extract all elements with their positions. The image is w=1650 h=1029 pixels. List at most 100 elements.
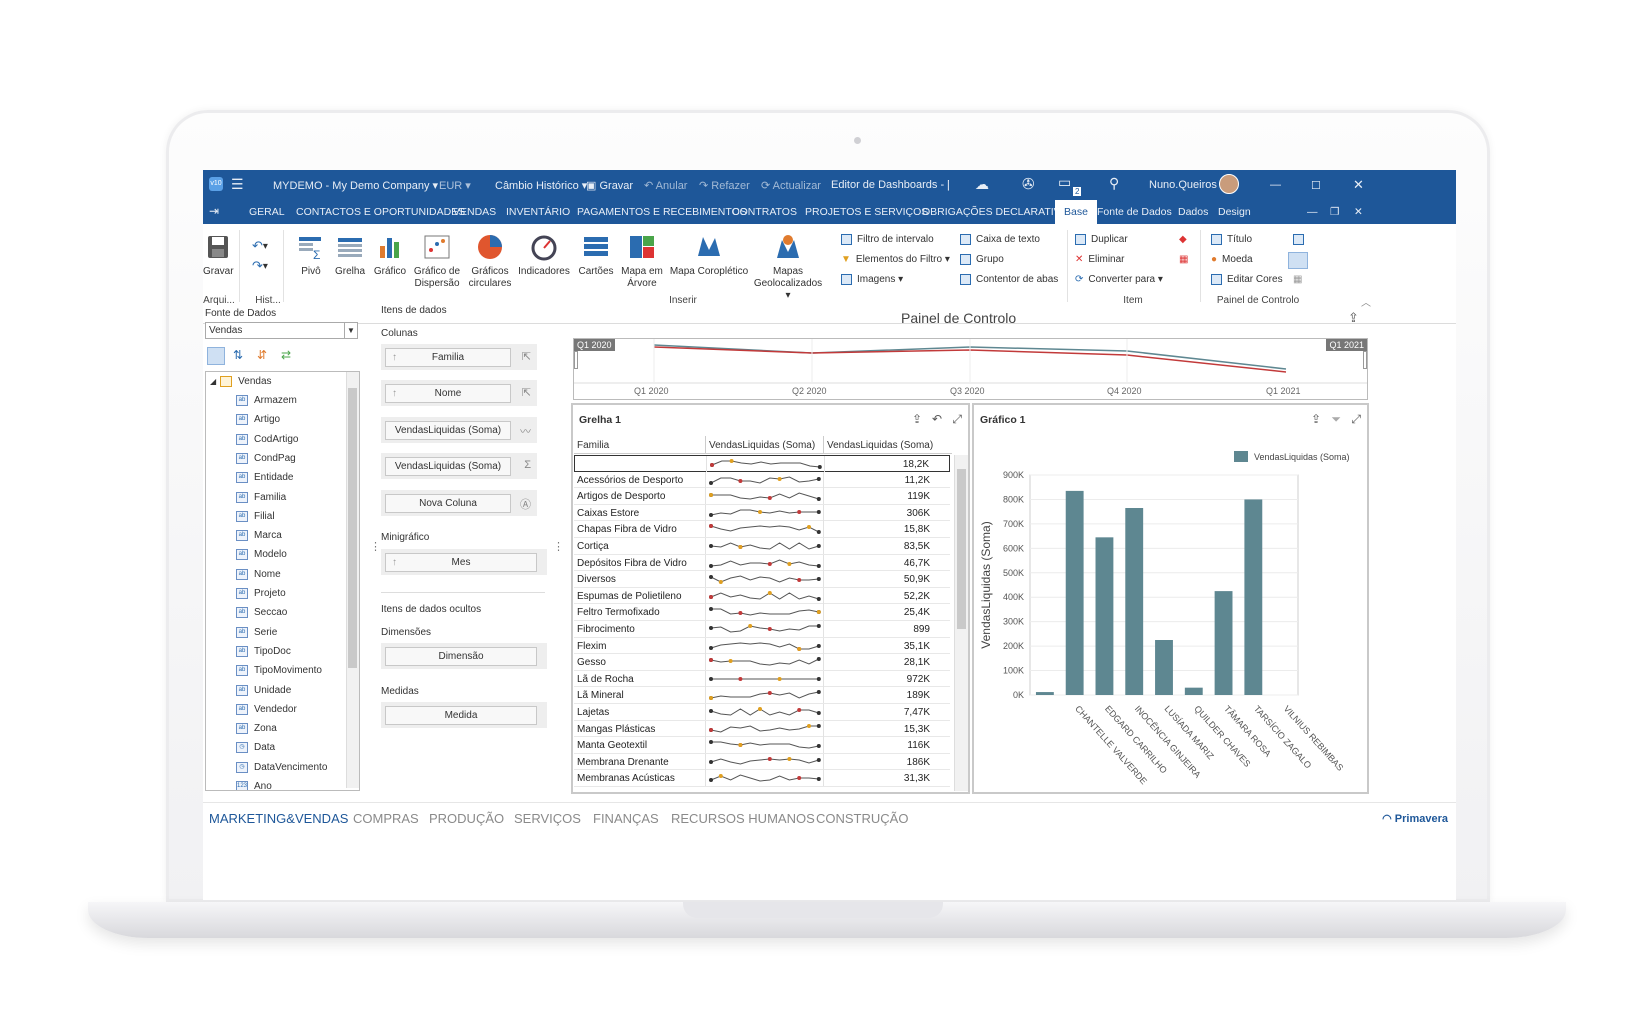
grid-scroll-thumb[interactable] (957, 469, 966, 629)
tree-field[interactable]: ab CodArtigo (236, 433, 298, 445)
module-producao[interactable]: PRODUÇÃO (429, 811, 505, 826)
table-row[interactable]: Acessórios de Desporto 11,2K (574, 471, 950, 489)
images-button[interactable]: Imagens ▾ (841, 274, 903, 285)
range-right-handle[interactable] (1363, 351, 1367, 369)
data-source-combo[interactable]: Vendas ▼ (205, 322, 358, 339)
module-marketing[interactable]: MARKETING&VENDAS (209, 811, 349, 826)
grid-header[interactable]: VendasLiquidas (Soma) (709, 440, 816, 451)
tab-design[interactable]: Design (1218, 206, 1251, 218)
export-icon[interactable]: ⇪ (1348, 310, 1359, 325)
module-financas[interactable]: FINANÇAS (593, 811, 659, 826)
tab-geral[interactable]: GERAL (249, 206, 285, 218)
tree-field[interactable]: ab Entidade (236, 472, 293, 484)
table-row[interactable]: Gesso 28,1K (574, 654, 950, 671)
ribbon-minimize-icon[interactable]: — (1307, 206, 1318, 218)
avatar[interactable] (1219, 174, 1239, 194)
minimize-icon[interactable]: — (1270, 179, 1281, 191)
duplicate-button[interactable]: Duplicar (1075, 234, 1128, 245)
chevron-down-icon[interactable]: ▼ (344, 323, 357, 338)
chart-export-icon[interactable]: ⇪ (1310, 412, 1321, 426)
tree-field[interactable]: ab Vendedor (236, 703, 297, 715)
search-icon[interactable]: ⚲ (1109, 175, 1120, 191)
tab-container-button[interactable]: Contentor de abas (960, 274, 1058, 285)
ribbon-close-icon[interactable]: ✕ (1354, 206, 1363, 218)
tree-field[interactable]: ab TipoMovimento (236, 665, 322, 677)
dashboard-grid-icon[interactable]: ▦ (1293, 274, 1303, 285)
expand-icon[interactable]: ◢ (210, 377, 217, 386)
tab-inventario[interactable]: INVENTÁRIO (506, 206, 571, 218)
group-button[interactable]: Grupo (960, 254, 1004, 265)
splitter-handle-icon[interactable]: ⋮ (370, 541, 381, 553)
tree-field[interactable]: ab TipoDoc (236, 645, 291, 657)
title-button[interactable]: Título (1211, 234, 1252, 245)
table-row[interactable]: Manta Geotextil 116K (574, 737, 950, 754)
tree-scroll-thumb[interactable] (348, 388, 357, 668)
sort-asc-icon[interactable]: ⇅ (233, 348, 244, 362)
sum-icon[interactable]: Σ (524, 459, 531, 471)
tree-field[interactable]: ab Zona (236, 723, 277, 735)
currency-selector[interactable]: EUR ▾ (439, 180, 471, 192)
tree-field[interactable]: ab Unidade (236, 684, 291, 696)
gauge-button[interactable]: Indicadores (518, 232, 570, 278)
tab-pagamentos[interactable]: PAGAMENTOS E RECEBIMENTOS (577, 206, 747, 218)
table-row[interactable]: Lã de Rocha 972K (574, 670, 950, 688)
tab-projetos[interactable]: PROJETOS E SERVIÇOS (805, 206, 929, 218)
dashboard-layout-icon[interactable] (1288, 252, 1308, 269)
filter-elements-button[interactable]: ▼ Elementos do Filtro ▾ (841, 254, 950, 265)
eraser-icon[interactable]: ◆ (1179, 234, 1187, 245)
sort-desc-icon[interactable]: ⇵ (257, 348, 268, 362)
currency-button[interactable]: ● Moeda (1211, 254, 1253, 265)
grid-export-icon[interactable]: ⇪ (911, 412, 922, 426)
range-filter[interactable]: Q1 2020 Q1 2021 Q1 2020 Q2 2020 Q3 2020 … (573, 338, 1368, 400)
table-row[interactable]: Diversos 50,9K (574, 571, 950, 588)
column-type-icon[interactable]: ⇱ (521, 387, 531, 399)
dimension-placeholder[interactable]: Dimensão (385, 647, 537, 666)
column-familia[interactable]: ↑ Familia (385, 348, 511, 367)
grid-button[interactable]: Grelha (333, 232, 367, 278)
backstage-icon[interactable]: ⇥ (209, 204, 220, 218)
tab-fonte-dados[interactable]: Fonte de Dados (1097, 206, 1172, 218)
delete-button[interactable]: ✕ Eliminar (1075, 254, 1125, 265)
tree-scrollbar[interactable] (346, 372, 359, 788)
tree-field[interactable]: ab Modelo (236, 549, 287, 561)
chart-filter-icon[interactable]: ⏷ (1331, 412, 1341, 426)
rate-selector[interactable]: Câmbio Histórico ▾ (495, 180, 588, 192)
table-row[interactable]: Lajetas 7,47K (574, 704, 950, 721)
module-construcao[interactable]: CONSTRUÇÃO (816, 811, 909, 826)
column-vendas-spark[interactable]: VendasLiquidas (Soma) (385, 421, 511, 440)
grid-reset-icon[interactable]: ↶ (931, 412, 942, 426)
ribbon-restore-icon[interactable]: ❐ (1330, 206, 1340, 218)
undo-button[interactable]: ↶ Anular (644, 179, 687, 192)
chart-button[interactable]: Gráfico (373, 232, 407, 278)
grid-header[interactable]: VendasLiquidas (Soma) (827, 440, 934, 451)
table-row[interactable]: Chapas Fibra de Vidro 15,8K (574, 521, 950, 538)
tab-vendas[interactable]: VENDAS (453, 206, 497, 218)
tab-contactos[interactable]: CONTACTOS E OPORTUNIDADES (296, 206, 466, 218)
tab-obrigacoes[interactable]: OBRIGAÇÕES DECLARATIVAS (922, 206, 1074, 218)
network-icon[interactable]: ✇ (1022, 176, 1035, 193)
ribbon-undo-button[interactable]: ↶ ▾ (252, 238, 268, 253)
pivot-button[interactable]: Σ Pivô (293, 232, 329, 278)
close-icon[interactable]: ✕ (1353, 177, 1364, 192)
measure-placeholder[interactable]: Medida (385, 706, 537, 725)
tree-field[interactable]: ab Projeto (236, 588, 286, 599)
tab-contratos[interactable]: CONTRATOS (732, 206, 797, 218)
chart-maximize-icon[interactable]: ⤢ (1351, 412, 1361, 426)
sparkline-mes[interactable]: ↑ Mes (385, 553, 537, 572)
edit-colors-button[interactable]: Editar Cores (1211, 274, 1283, 285)
column-nome[interactable]: ↑ Nome (385, 384, 511, 403)
group-by-type-icon[interactable] (207, 347, 225, 365)
grid-header[interactable]: Familia (577, 440, 610, 451)
menu-icon[interactable]: ☰ (231, 176, 244, 192)
table-row[interactable]: 18,2K (574, 455, 950, 472)
company-selector[interactable]: MYDEMO - My Demo Company ▾ (273, 180, 439, 192)
geomap-button[interactable]: Mapas Geolocalizados ▾ (751, 232, 825, 302)
module-servicos[interactable]: SERVIÇOS (514, 811, 581, 826)
table-row[interactable]: Lã Mineral 189K (574, 687, 950, 704)
maximize-icon[interactable]: ☐ (1311, 180, 1321, 192)
table-row[interactable]: Depósitos Fibra de Vidro 46,7K (574, 554, 950, 572)
tree-field[interactable]: 123 Ano (236, 781, 272, 790)
column-vendas-sum[interactable]: VendasLiquidas (Soma) (385, 457, 511, 476)
module-rh[interactable]: RECURSOS HUMANOS (671, 811, 815, 826)
pie-button[interactable]: Gráficos circulares (465, 232, 515, 290)
